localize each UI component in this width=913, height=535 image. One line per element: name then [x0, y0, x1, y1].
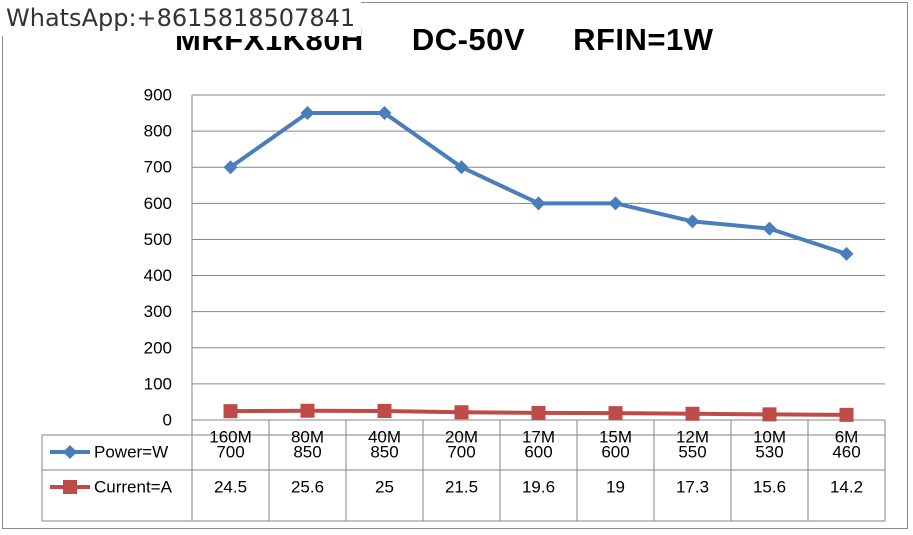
title-rfin: RFIN=1W	[573, 22, 714, 57]
watermark: WhatsApp:+8615818507841	[0, 0, 362, 36]
y-tick-label: 300	[144, 302, 172, 321]
table-value: 21.5	[445, 478, 478, 497]
data-point	[531, 196, 546, 211]
y-tick-label: 900	[144, 86, 172, 105]
table-value: 850	[293, 443, 321, 462]
table-value: 25.6	[291, 478, 324, 497]
table-value: 19.6	[522, 478, 555, 497]
table-value: 600	[601, 443, 629, 462]
legend-label: Current=A	[94, 478, 173, 497]
table-value: 15.6	[753, 478, 786, 497]
y-tick-label: 700	[144, 158, 172, 177]
data-point	[762, 407, 777, 422]
table-value: 24.5	[214, 478, 247, 497]
x-tick-label: 10M	[753, 428, 786, 447]
y-tick-label: 400	[144, 266, 172, 285]
chart-frame	[2, 2, 908, 529]
chart-title: MRFX1K80H DC-50V RFIN=1W	[175, 22, 762, 58]
data-point	[685, 406, 700, 421]
x-tick-label: 12M	[676, 428, 709, 447]
table-value: 600	[524, 443, 552, 462]
y-tick-label: 200	[144, 338, 172, 357]
table-value: 550	[678, 443, 706, 462]
data-point	[223, 160, 238, 175]
data-point	[839, 407, 854, 422]
data-point	[454, 160, 469, 175]
data-point	[685, 214, 700, 229]
x-tick-label: 80M	[291, 428, 324, 447]
table-value: 530	[755, 443, 783, 462]
title-voltage: DC-50V	[411, 22, 526, 57]
y-tick-label: 800	[144, 122, 172, 141]
x-tick-label: 6M	[835, 428, 859, 447]
data-point	[608, 196, 623, 211]
data-point	[839, 246, 854, 261]
table-value: 25	[375, 478, 394, 497]
data-point	[377, 403, 392, 418]
data-point	[608, 406, 623, 421]
table-value: 460	[832, 443, 860, 462]
x-tick-label: 15M	[599, 428, 632, 447]
data-point	[762, 221, 777, 236]
x-tick-label: 40M	[368, 428, 401, 447]
legend-marker	[63, 445, 77, 459]
data-point	[300, 106, 315, 121]
x-tick-label: 160M	[209, 428, 252, 447]
data-point	[300, 403, 315, 418]
x-tick-label: 17M	[522, 428, 555, 447]
legend-label: Power=W	[94, 443, 168, 462]
table-value: 700	[216, 443, 244, 462]
data-point	[454, 405, 469, 420]
legend-marker	[63, 480, 77, 494]
data-point	[223, 404, 238, 419]
y-tick-label: 0	[163, 411, 172, 430]
table-value: 850	[370, 443, 398, 462]
data-point	[531, 405, 546, 420]
y-tick-label: 100	[144, 374, 172, 393]
y-tick-label: 500	[144, 230, 172, 249]
table-value: 19	[606, 478, 625, 497]
data-point	[377, 106, 392, 121]
series-line	[229, 111, 848, 256]
table-value: 14.2	[830, 478, 863, 497]
x-tick-label: 20M	[445, 428, 478, 447]
y-tick-label: 600	[144, 194, 172, 213]
table-value: 17.3	[676, 478, 709, 497]
table-value: 700	[447, 443, 475, 462]
